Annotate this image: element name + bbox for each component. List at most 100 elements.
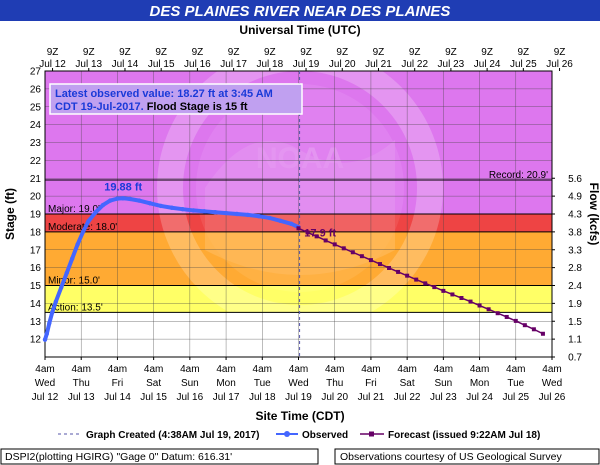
forecast-point-16	[441, 288, 446, 293]
stage-tick-25: 25	[30, 102, 42, 113]
forecast-point-6	[350, 250, 355, 255]
observed-point-28	[256, 213, 261, 219]
top-tick-date-8: Jul 20	[329, 59, 356, 70]
latest-value-line2: CDT 19-Jul-2017. Flood Stage is 15 ft	[55, 101, 248, 113]
chart-title: DES PLAINES RIVER NEAR DES PLAINES	[150, 3, 451, 20]
stage-tick-22: 22	[30, 156, 42, 167]
forecast-point-26	[531, 327, 536, 332]
bottom-tick-time-0: 4am	[35, 364, 54, 375]
bottom-axis-ticks: 4am Wed Jul 12 4am Thu Jul 13 4am Fri Jul 14 4am S…	[32, 357, 566, 403]
flow-tick-10: 5.6	[568, 174, 582, 185]
bottom-tick-day-9: Fri	[365, 378, 377, 389]
forecast-point-2	[314, 234, 319, 239]
observed-point-27	[245, 212, 250, 218]
observed-point-22	[191, 208, 196, 213]
bottom-tick-day-12: Mon	[470, 378, 489, 389]
forecast-point-20	[477, 303, 482, 308]
bottom-tick-time-1: 4am	[71, 364, 90, 375]
top-tick-hour-0: 9Z	[47, 47, 59, 58]
top-tick-date-2: Jul 14	[112, 59, 139, 70]
top-tick-hour-1: 9Z	[83, 47, 95, 58]
top-tick-date-0: Jul 12	[39, 59, 66, 70]
bottom-tick-date-10: Jul 22	[394, 392, 421, 403]
observed-point-1	[44, 331, 50, 336]
observed-point-15	[120, 196, 126, 201]
forecast-point-4	[332, 242, 337, 247]
stage-tick-26: 26	[30, 84, 42, 95]
flow-tick-6: 3.3	[568, 245, 582, 256]
footer-right-box	[334, 448, 600, 465]
bottom-tick-date-7: Jul 19	[285, 392, 312, 403]
forecast-point-22	[495, 311, 500, 316]
stage-tick-18: 18	[30, 227, 42, 238]
flow-tick-1: 1.1	[568, 335, 582, 346]
bottom-tick-date-12: Jul 24	[466, 392, 493, 403]
bottom-tick-date-5: Jul 17	[213, 392, 240, 403]
forecast-point-17	[450, 292, 455, 297]
latest-value-line1: Latest observed value: 18.27 ft at 3:45 …	[55, 88, 273, 100]
bottom-tick-date-2: Jul 14	[104, 392, 131, 403]
observed-point-6	[64, 270, 69, 276]
observed-point-8	[75, 242, 80, 247]
observed-point-30	[278, 218, 283, 223]
top-tick-hour-12: 9Z	[481, 47, 493, 58]
footer-credit: Observations courtesy of US Geological S…	[340, 451, 563, 463]
top-tick-hour-3: 9Z	[155, 47, 167, 58]
observed-point-14	[115, 196, 120, 201]
threshold-label-4: Action: 13.5'	[48, 302, 103, 313]
bottom-tick-date-6: Jul 18	[249, 392, 276, 403]
stage-axis-ticks: 12 13 14 15 16 17 18 19 20 21 22 23 24 25 26 27	[30, 67, 42, 346]
bottom-tick-date-11: Jul 23	[430, 392, 457, 403]
top-tick-date-4: Jul 16	[184, 59, 211, 70]
legend-observed: Observed	[302, 430, 348, 441]
bottom-tick-day-13: Tue	[507, 378, 524, 389]
bottom-tick-day-10: Sat	[400, 378, 415, 389]
forecast-point-1	[305, 230, 310, 235]
bottom-tick-date-1: Jul 13	[68, 392, 95, 403]
stage-tick-21: 21	[30, 174, 42, 185]
top-tick-date-12: Jul 24	[474, 59, 501, 70]
bottom-axis-title: Site Time (CDT)	[255, 409, 344, 423]
flow-tick-9: 4.9	[568, 192, 582, 203]
top-axis-title: Universal Time (UTC)	[239, 23, 360, 37]
forecast-point-15	[432, 285, 437, 290]
stage-tick-14: 14	[30, 299, 42, 310]
top-tick-date-10: Jul 22	[401, 59, 428, 70]
forecast-point-3	[323, 238, 328, 243]
top-tick-date-7: Jul 19	[293, 59, 320, 70]
observed-point-7	[69, 256, 75, 261]
observed-point-26	[234, 211, 240, 217]
top-tick-hour-10: 9Z	[409, 47, 421, 58]
bottom-tick-time-5: 4am	[216, 364, 235, 375]
top-tick-hour-6: 9Z	[264, 47, 276, 58]
top-tick-hour-11: 9Z	[445, 47, 457, 58]
bottom-tick-date-3: Jul 15	[140, 392, 167, 403]
forecast-point-18	[459, 296, 464, 301]
observed-point-23	[202, 209, 207, 214]
stage-tick-23: 23	[30, 138, 42, 149]
observed-point-12	[100, 202, 106, 208]
stage-tick-24: 24	[30, 120, 42, 131]
bottom-tick-time-14: 4am	[542, 364, 561, 375]
observed-point-2	[47, 320, 52, 326]
latest-value-box: Latest observed value: 18.27 ft at 3:45 …	[49, 83, 303, 115]
flood-thresholds: Record: 20.9' Major: 19.0' Moderate: 18.0'…	[45, 170, 552, 313]
title-bar	[0, 0, 600, 21]
bottom-tick-day-6: Tue	[254, 378, 271, 389]
stage-tick-15: 15	[30, 281, 42, 292]
observed-point-17	[136, 198, 142, 203]
top-tick-date-3: Jul 15	[148, 59, 175, 70]
legend-forecast: Forecast (issued 9:22AM Jul 18)	[388, 430, 540, 441]
top-tick-date-11: Jul 23	[438, 59, 465, 70]
flow-axis-ticks: 0.7 1.1 1.5 1.9 2.4 2.8 3.3 3.8 4.3 4.9 5.6	[552, 174, 582, 364]
flood-stage-note: Flood Stage is 15 ft	[144, 101, 248, 113]
forecast-line	[298, 227, 544, 335]
forecast-point-9	[377, 262, 382, 267]
forecast-point-21	[486, 307, 491, 312]
footer-datum: DSPI2(plotting HGIRG) "Gage 0" Datum: 61…	[5, 451, 232, 463]
forecast-point-27	[540, 331, 545, 336]
top-tick-hour-13: 9Z	[517, 47, 529, 58]
bottom-tick-day-7: Wed	[288, 378, 308, 389]
